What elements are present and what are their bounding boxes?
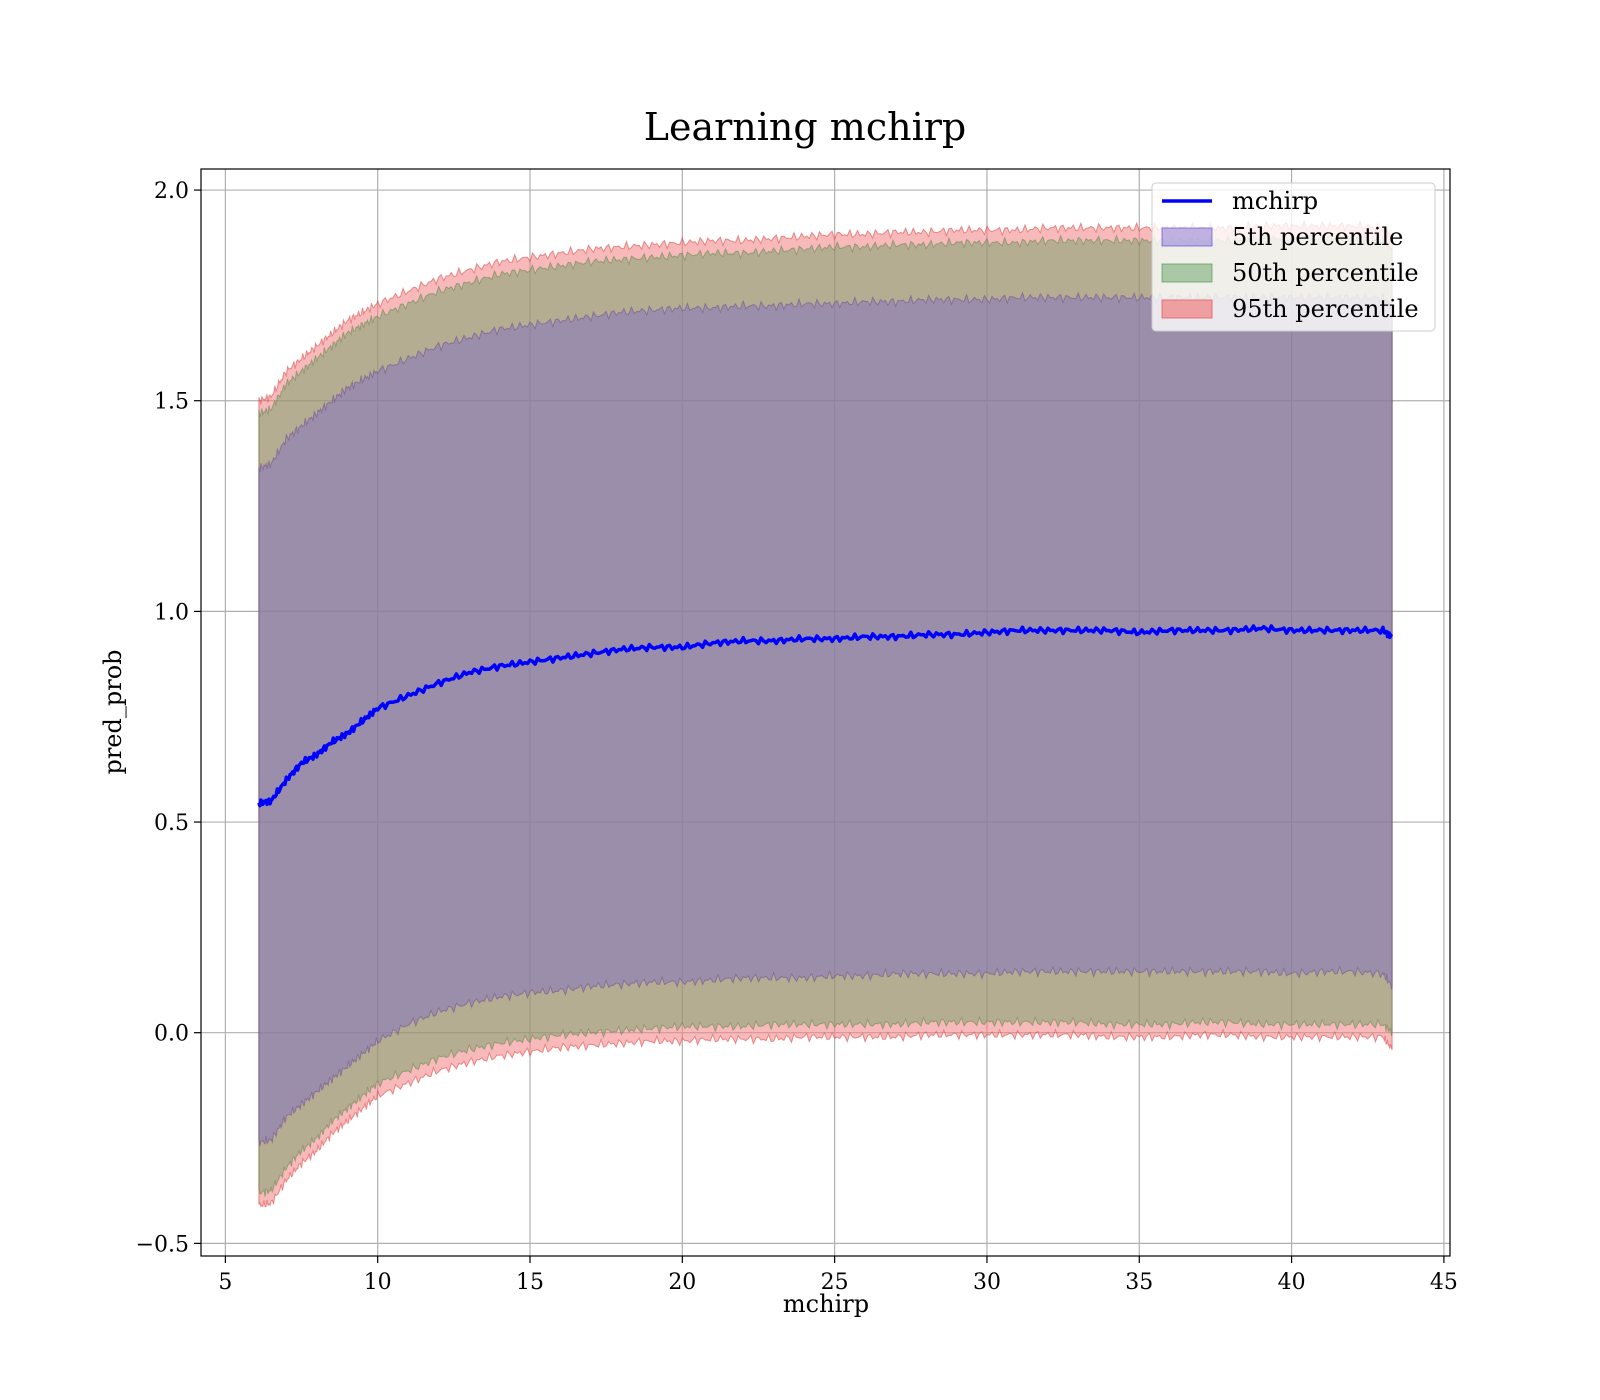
y-tick-label: −0.5: [136, 1232, 189, 1257]
y-tick-label: 1.0: [154, 600, 189, 625]
x-tick-label: 20: [668, 1270, 696, 1295]
y-tick-label: 1.5: [154, 390, 189, 415]
x-tick-label: 15: [516, 1270, 544, 1295]
legend-label-5th-percentile: 5th percentile: [1232, 223, 1403, 251]
x-tick-label: 45: [1430, 1270, 1458, 1295]
bands: [258, 219, 1393, 1208]
x-axis: 5 10 15 20 25 30 35 40 45: [218, 1256, 1458, 1295]
x-axis-label: mchirp: [783, 1290, 869, 1318]
legend-swatch-95th-percentile: [1161, 299, 1213, 319]
legend-box: [1151, 182, 1436, 332]
chart-title: Learning mchirp: [644, 105, 966, 149]
legend: mchirp 5th percentile 50th percentile 95th …: [1151, 182, 1436, 332]
legend-swatch-50th-percentile: [1161, 263, 1213, 283]
y-tick-label: 0.0: [154, 1022, 189, 1047]
x-tick-label: 10: [364, 1270, 392, 1295]
plot-frame: [200, 168, 1451, 1257]
series-line-mchirp: [257, 624, 1394, 808]
band-95th-percentile: [258, 219, 1393, 1208]
x-tick-label: 5: [218, 1270, 232, 1295]
y-tick-label: 0.5: [154, 811, 189, 836]
y-tick-label: 2.0: [154, 179, 189, 204]
x-tick-label: 35: [1125, 1270, 1153, 1295]
band-50th-percentile: [258, 232, 1393, 1197]
x-tick-label: 40: [1278, 1270, 1306, 1295]
legend-label-mchirp: mchirp: [1232, 187, 1318, 215]
x-tick-label: 30: [973, 1270, 1001, 1295]
x-tick-label: 25: [821, 1270, 849, 1295]
y-axis-label: pred_prob: [99, 649, 127, 774]
legend-label-50th-percentile: 50th percentile: [1232, 259, 1419, 287]
series-lines: [257, 624, 1394, 808]
y-axis: −0.5 0.0 0.5 1.0 1.5 2.0: [136, 179, 201, 1257]
legend-label-95th-percentile: 95th percentile: [1232, 295, 1419, 323]
legend-swatch-5th-percentile: [1161, 227, 1213, 247]
band-5th-percentile: [258, 291, 1393, 1147]
